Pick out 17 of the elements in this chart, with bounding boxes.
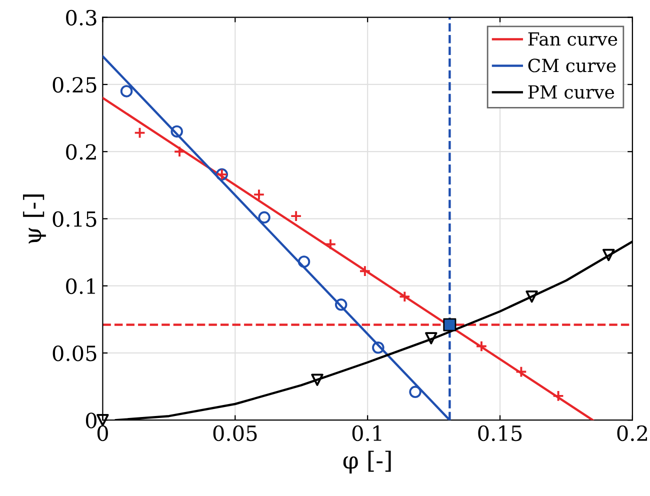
y-tick-label: 0.15 — [52, 211, 96, 227]
legend-label: Fan curve — [528, 32, 618, 46]
y-tick-label: 0 — [86, 412, 96, 428]
x-tick-label: 0 — [97, 425, 108, 442]
x-tick-label: 0.1 — [352, 425, 382, 442]
y-tick-label: 0.2 — [66, 144, 96, 160]
legend-label: PM curve — [528, 85, 614, 99]
legend-label: CM curve — [528, 58, 616, 72]
y-tick-label: 0.25 — [52, 76, 96, 93]
y-tick-label: 0.1 — [66, 278, 95, 294]
x-tick-label: 0.2 — [617, 425, 647, 442]
y-tick-label: 0.3 — [66, 10, 96, 26]
x-tick-label: 0.15 — [478, 425, 522, 442]
x-tick-label: 0.05 — [213, 425, 257, 442]
y-tick-label: 0.05 — [52, 345, 96, 362]
x-axis-title: φ [-] — [343, 450, 391, 474]
y-axis-title: ψ [-] — [23, 194, 46, 244]
